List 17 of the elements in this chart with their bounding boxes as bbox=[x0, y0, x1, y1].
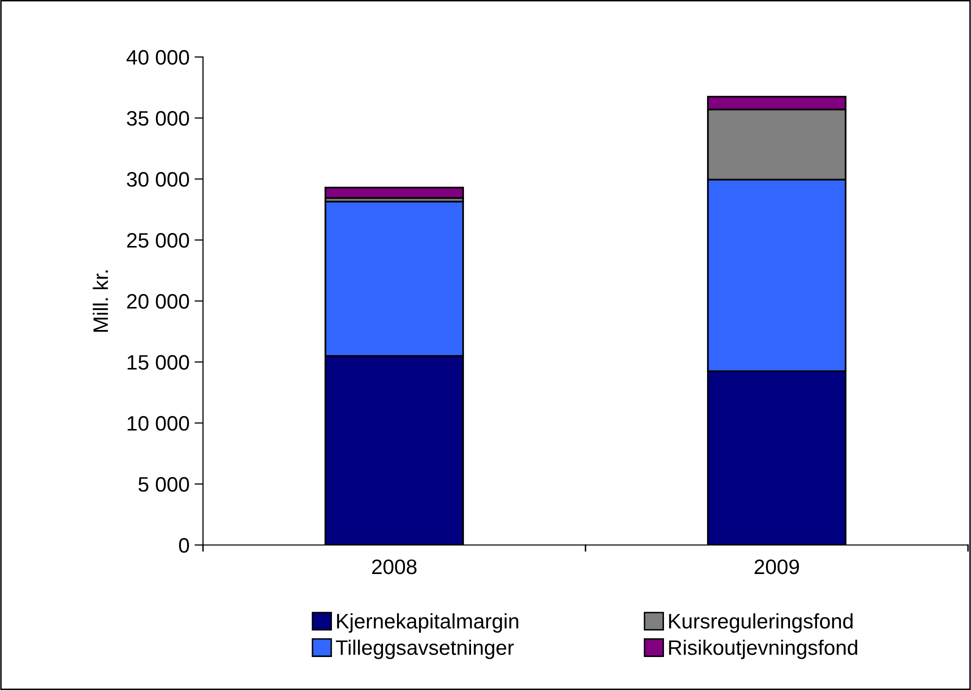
y-tick-label: 5 000 bbox=[138, 477, 189, 492]
y-tick-label: 0 bbox=[179, 538, 189, 553]
legend-label: Kjernekapitalmargin bbox=[337, 613, 518, 633]
y-tick-label: 40 000 bbox=[126, 50, 189, 65]
y-tick-label: 10 000 bbox=[128, 416, 189, 431]
legend-label: Kursreguleringsfond bbox=[669, 613, 853, 633]
y-tick-label: 35 000 bbox=[126, 111, 189, 126]
y-tick-label: 25 000 bbox=[127, 233, 189, 248]
x-tick-label: 2008 bbox=[372, 559, 417, 574]
y-tick-label: 30 000 bbox=[126, 172, 189, 187]
x-tick-label: 2009 bbox=[754, 559, 799, 574]
legend-label: Tilleggsavsetninger bbox=[336, 640, 514, 660]
bar bbox=[324, 186, 464, 199]
legend-label: Risikoutjevningsfond bbox=[669, 640, 858, 660]
y-tick-label: 15 000 bbox=[128, 355, 189, 370]
y-tick-label: 20 000 bbox=[127, 294, 189, 309]
y-axis-title: Mill. kr. bbox=[92, 270, 108, 332]
